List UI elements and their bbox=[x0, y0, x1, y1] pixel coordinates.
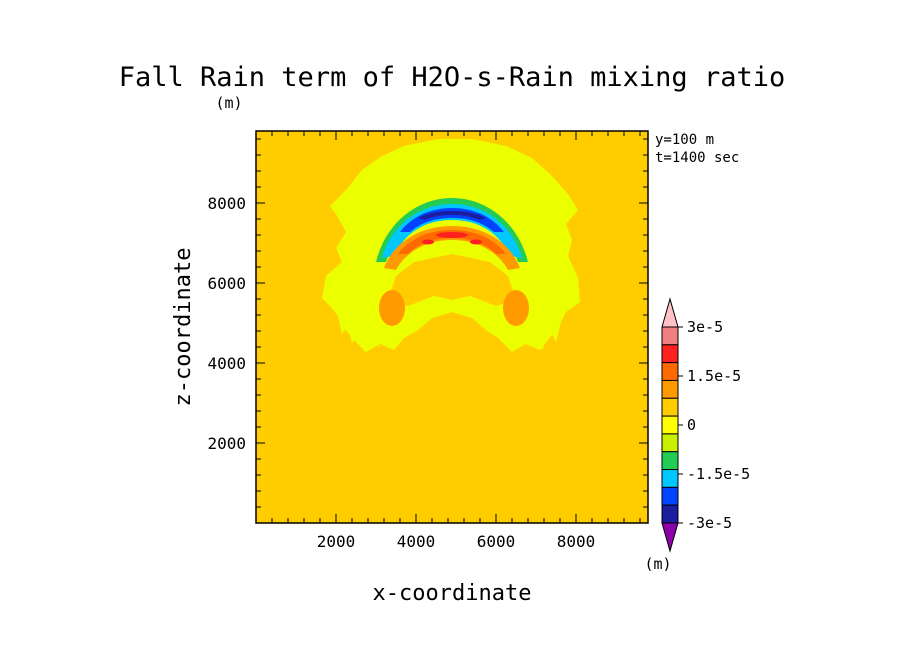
x-tick-label: 8000 bbox=[557, 532, 596, 551]
colorbar-top-arrow bbox=[661, 297, 679, 328]
chart-title: Fall Rain term of H2O-s-Rain mixing rati… bbox=[119, 62, 785, 93]
colorbar-swatch bbox=[661, 504, 679, 524]
y-axis-label: z-coordinate bbox=[171, 248, 196, 407]
contour-negative-arc-green bbox=[376, 198, 528, 262]
annotation-time: t=1400 sec bbox=[655, 150, 739, 166]
x-tick-label: 2000 bbox=[317, 532, 356, 551]
y-tick-label: 8000 bbox=[207, 194, 246, 213]
annotation-y: y=100 m bbox=[655, 132, 714, 148]
x-tick-label: 6000 bbox=[477, 532, 516, 551]
contour-negative-arc-navy bbox=[418, 211, 486, 220]
colorbar-swatch bbox=[661, 486, 679, 506]
contour-negative-fringe-right bbox=[520, 318, 562, 350]
colorbar-tick-label: -1.5e-5 bbox=[687, 465, 750, 483]
contour-fills bbox=[322, 139, 580, 352]
colorbar: 3e-5 1.5e-5 0 -1.5e-5 -3e-5 bbox=[661, 297, 750, 553]
contour-positive-arc-orange bbox=[384, 226, 520, 270]
colorbar-tick-label: -3e-5 bbox=[687, 514, 732, 532]
y-tick-label: 2000 bbox=[207, 434, 246, 453]
chart-units: (m) bbox=[215, 94, 242, 112]
colorbar-tick-label: 1.5e-5 bbox=[687, 367, 741, 385]
contour-interior bbox=[388, 254, 516, 306]
x-axis-label: x-coordinate bbox=[373, 581, 532, 606]
colorbar-swatch bbox=[661, 379, 679, 399]
y-tick-label: 4000 bbox=[207, 354, 246, 373]
colorbar-units: (m) bbox=[644, 555, 671, 573]
contour-positive-lobe-left bbox=[379, 290, 405, 326]
colorbar-swatch bbox=[661, 415, 679, 435]
contour-positive-core-left bbox=[422, 239, 434, 245]
contour-positive-lobe-right bbox=[503, 290, 529, 326]
colorbar-swatch bbox=[661, 433, 679, 453]
colorbar-swatch bbox=[661, 326, 679, 346]
colorbar-tick-label: 0 bbox=[687, 416, 696, 434]
colorbar-swatch bbox=[661, 469, 679, 488]
y-tick-label: 6000 bbox=[207, 274, 246, 293]
contour-positive-core-right bbox=[470, 239, 482, 245]
colorbar-swatch bbox=[661, 344, 679, 364]
contour-negative-arc-blue bbox=[400, 208, 504, 232]
plot-frame bbox=[255, 130, 649, 524]
contour-positive-core-center bbox=[436, 232, 468, 238]
colorbar-swatch bbox=[661, 362, 679, 381]
colorbar-swatch bbox=[661, 451, 679, 471]
contour-negative-fringe-left bbox=[338, 316, 380, 352]
colorbar-tick-label: 3e-5 bbox=[687, 318, 723, 336]
contour-positive-arc-deeporange bbox=[398, 230, 506, 254]
colorbar-bottom-arrow bbox=[661, 522, 679, 553]
colorbar-swatch bbox=[661, 397, 679, 417]
axes: 2000 4000 6000 8000 2000 4000 6000 8000 bbox=[207, 131, 648, 551]
x-tick-label: 4000 bbox=[397, 532, 436, 551]
